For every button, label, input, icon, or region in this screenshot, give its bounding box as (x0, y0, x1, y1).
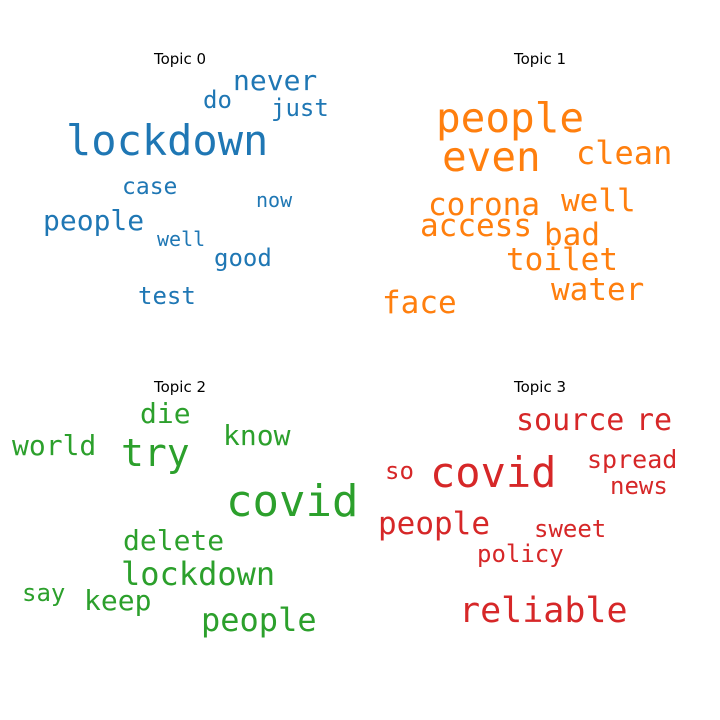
word-just: just (271, 94, 329, 122)
word-spread: spread (587, 445, 678, 474)
word-water: water (551, 272, 645, 308)
word-policy: policy (477, 540, 564, 568)
word-say: say (22, 579, 66, 607)
word-case: case (122, 174, 178, 200)
word-know: know (223, 419, 291, 452)
word-now: now (256, 188, 293, 212)
word-toilet: toilet (506, 242, 618, 278)
topic-1-panel: Topic 1 people even clean corona well ac… (360, 0, 720, 360)
word-so: so (385, 457, 414, 485)
word-do: do (203, 86, 232, 114)
word-delete: delete (123, 524, 225, 557)
word-well: well (561, 183, 636, 219)
word-news: news (610, 472, 668, 500)
word-people: people (436, 94, 585, 142)
word-people: people (201, 601, 317, 639)
word-people: people (43, 204, 145, 237)
word-keep: keep (84, 584, 152, 617)
topic-3-title: Topic 3 (513, 378, 567, 396)
word-reliable: reliable (459, 591, 628, 631)
word-covid: covid (226, 476, 359, 527)
word-lockdown: lockdown (66, 116, 269, 165)
word-test: test (138, 282, 196, 310)
word-sweet: sweet (534, 515, 607, 543)
word-face: face (382, 285, 457, 321)
word-try: try (121, 431, 190, 475)
word-covid: covid (430, 448, 557, 497)
word-source: source (516, 403, 625, 438)
word-never: never (233, 64, 318, 97)
word-good: good (214, 244, 272, 272)
word-even: even (442, 133, 541, 181)
topic-3-panel: Topic 3 source re spread so covid news p… (360, 328, 720, 688)
topic-1-title: Topic 1 (513, 50, 567, 68)
word-clean: clean (576, 134, 673, 172)
word-corona: corona (428, 187, 540, 223)
word-bad: bad (544, 217, 600, 253)
topic-0-panel: Topic 0 lockdown never do just case now … (0, 0, 360, 360)
word-re: re (636, 403, 673, 438)
word-die: die (140, 397, 191, 430)
word-world: world (12, 429, 97, 462)
topic-0-title: Topic 0 (153, 50, 207, 68)
word-well: well (157, 227, 206, 251)
topic-2-title: Topic 2 (153, 378, 207, 396)
topic-2-panel: Topic 2 die know world try covid delete … (0, 328, 360, 688)
word-lockdown: lockdown (121, 555, 276, 593)
word-access: access (420, 208, 532, 244)
word-people: people (378, 506, 490, 542)
